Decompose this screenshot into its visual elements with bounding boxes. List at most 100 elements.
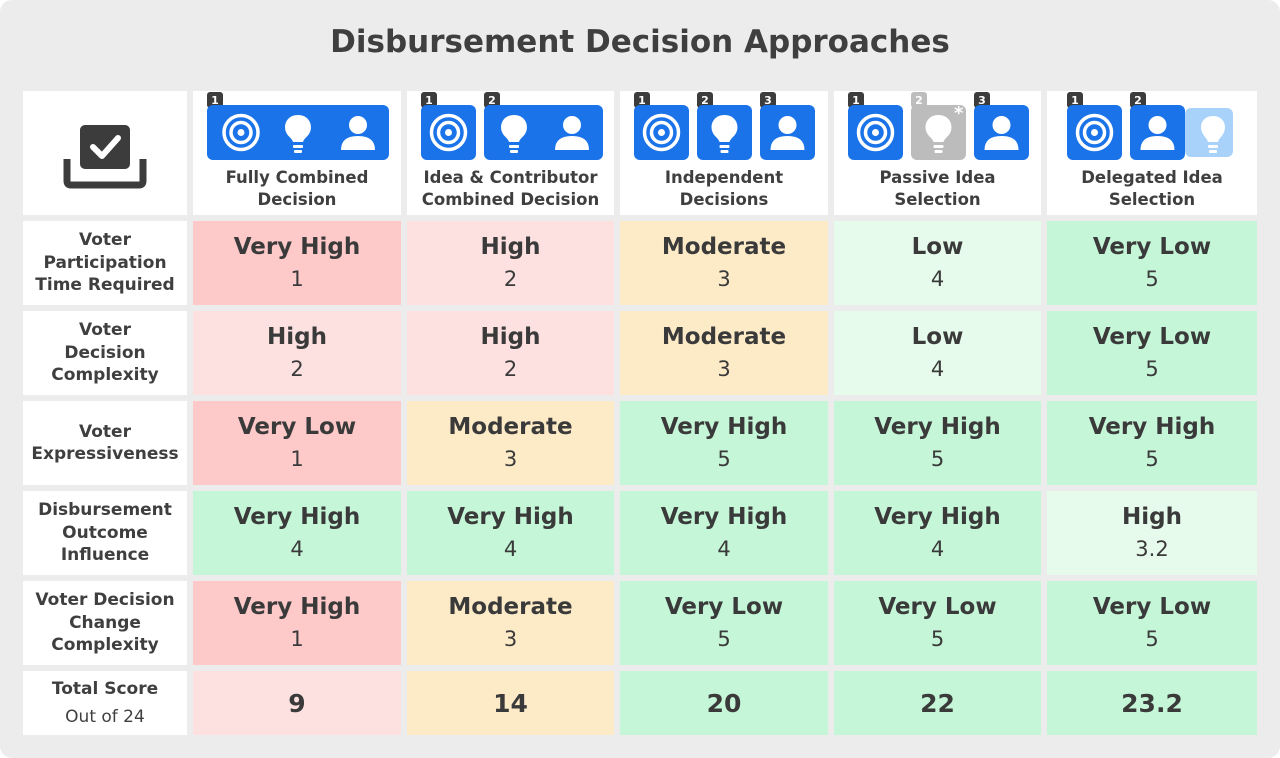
score-text: 4 [930, 537, 945, 561]
table-cell: Very High 5 [1047, 401, 1257, 485]
table-cell: High 2 [193, 311, 401, 395]
target-icon [429, 113, 468, 152]
row-header-total-score: Total Score Out of 24 [23, 671, 187, 735]
step-badge: 2 [697, 92, 713, 108]
contributor-tile [1130, 105, 1185, 160]
score-text: 2 [503, 357, 518, 381]
step-badge: 2 [484, 92, 500, 108]
step-badge: 1 [207, 92, 223, 108]
table-cell: Moderate 3 [407, 401, 614, 485]
page-title: Disbursement Decision Approaches [330, 24, 950, 60]
total-value: 14 [493, 688, 528, 718]
step-badge: 1 [634, 92, 650, 108]
lightbulb-icon [711, 115, 738, 153]
rating-text: Very High [233, 594, 361, 620]
rating-text: Very High [233, 504, 361, 530]
total-cell: 23.2 [1047, 671, 1257, 735]
rating-text: High [480, 234, 541, 260]
score-text: 1 [290, 447, 304, 471]
table-cell: Very High 5 [834, 401, 1041, 485]
score-text: 4 [930, 357, 945, 381]
total-value: 20 [706, 688, 742, 718]
person-icon [984, 116, 1019, 150]
table-cell: High 3.2 [1047, 491, 1257, 575]
step-badge: 3 [760, 92, 776, 108]
total-label: Total Score [51, 678, 159, 699]
total-cell: 14 [407, 671, 614, 735]
rating-text: Moderate [448, 414, 573, 440]
rating-text: Moderate [661, 324, 787, 350]
target-icon [642, 113, 681, 152]
column-label: Fully Combined Decision [225, 168, 369, 209]
row-label: Disbursement Outcome Influence [38, 500, 172, 566]
lightbulb-icon [1201, 116, 1225, 153]
table-cell: Very Low 5 [620, 581, 828, 665]
corner-cell [23, 91, 187, 215]
step-badge: 3 [974, 92, 990, 108]
contributor-tile [974, 105, 1029, 160]
contributor-tile [760, 105, 815, 160]
target-tile [421, 105, 476, 160]
score-text: 5 [717, 447, 731, 471]
total-cell: 9 [193, 671, 401, 735]
column-header-delegated-idea: 1 2 [1047, 91, 1257, 215]
column-header-independent: 1 2 3 [620, 91, 828, 215]
rating-text: Very High [660, 504, 788, 530]
target-tile [848, 105, 903, 160]
score-text: 5 [930, 447, 945, 471]
passive-idea-tile: * [911, 103, 966, 160]
step-badge: 1 [848, 92, 864, 108]
table-cell: Very Low 5 [1047, 581, 1257, 665]
rating-text: Very Low [237, 414, 357, 440]
table-cell: Very Low 5 [1047, 311, 1257, 395]
rating-text: Very High [874, 504, 1001, 530]
rating-text: High [267, 324, 327, 350]
score-text: 5 [1145, 267, 1159, 291]
total-sublabel: Out of 24 [65, 707, 145, 727]
rating-text: Very Low [1092, 594, 1212, 620]
total-value: 22 [920, 688, 955, 718]
score-text: 2 [503, 267, 518, 291]
score-text: 5 [1145, 357, 1159, 381]
rating-text: Moderate [661, 234, 787, 260]
table-cell: High 2 [407, 221, 614, 305]
step-badge: 1 [1067, 92, 1083, 108]
step-badge: 2 [911, 92, 927, 108]
target-tile [634, 105, 689, 160]
rating-text: Low [911, 324, 964, 350]
column-label: Passive Idea Selection [879, 168, 996, 209]
rating-text: Very High [447, 504, 574, 530]
target-tile [1067, 105, 1122, 160]
table-cell: Very High 5 [620, 401, 828, 485]
rating-text: Very Low [1092, 324, 1212, 350]
score-text: 4 [503, 537, 518, 561]
table-cell: Very High 1 [193, 221, 401, 305]
column-label: Independent Decisions [664, 168, 784, 209]
score-text: 5 [1145, 627, 1159, 651]
rating-text: Moderate [448, 594, 573, 620]
score-text: 3 [503, 447, 518, 471]
score-text: 4 [290, 537, 304, 561]
row-header-participation-time: Voter Participation Time Required [23, 221, 187, 305]
target-icon [222, 113, 375, 153]
delegated-idea-tile [1185, 108, 1233, 157]
table-cell: Very Low 5 [1047, 221, 1257, 305]
table-cell: Low 4 [834, 221, 1041, 305]
table-cell: Very High 4 [834, 491, 1041, 575]
table-cell: Very High 1 [193, 581, 401, 665]
lightbulb-icon [925, 115, 952, 153]
rating-text: Very Low [878, 594, 997, 620]
total-header-wrap: Total Score Out of 24 [52, 678, 158, 729]
score-text: 3 [717, 357, 731, 381]
score-text: 1 [290, 267, 304, 291]
table-cell: Low 4 [834, 311, 1041, 395]
table-cell: Very High 4 [407, 491, 614, 575]
row-header-outcome-influence: Disbursement Outcome Influence [23, 491, 187, 575]
rating-text: Low [911, 234, 964, 260]
rating-text: High [1122, 504, 1182, 530]
score-text: 5 [717, 627, 731, 651]
score-text: 3 [717, 267, 731, 291]
table-cell: Very Low 5 [834, 581, 1041, 665]
rating-text: High [480, 324, 541, 350]
row-header-decision-complexity: Voter Decision Complexity [23, 311, 187, 395]
